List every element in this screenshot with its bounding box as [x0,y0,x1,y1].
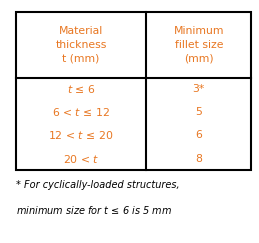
Text: 8: 8 [195,154,202,164]
Text: Material
thickness
t (mm): Material thickness t (mm) [55,26,107,64]
Text: $t$ ≤ 6: $t$ ≤ 6 [67,83,95,95]
Bar [16,12,251,170]
Text: Minimum
fillet size
(mm): Minimum fillet size (mm) [174,26,224,64]
Text: 12 < $t$ ≤ 20: 12 < $t$ ≤ 20 [48,130,114,141]
Text: 3*: 3* [193,84,205,94]
Text: minimum size for $t$ ≤ 6 is 5 mm: minimum size for $t$ ≤ 6 is 5 mm [16,204,171,216]
Text: 20 < $t$: 20 < $t$ [63,153,99,165]
Text: * For cyclically-loaded structures,: * For cyclically-loaded structures, [16,180,179,190]
Text: 6: 6 [195,130,202,140]
Text: 6 < $t$ ≤ 12: 6 < $t$ ≤ 12 [52,106,110,118]
Text: 5: 5 [195,107,202,117]
